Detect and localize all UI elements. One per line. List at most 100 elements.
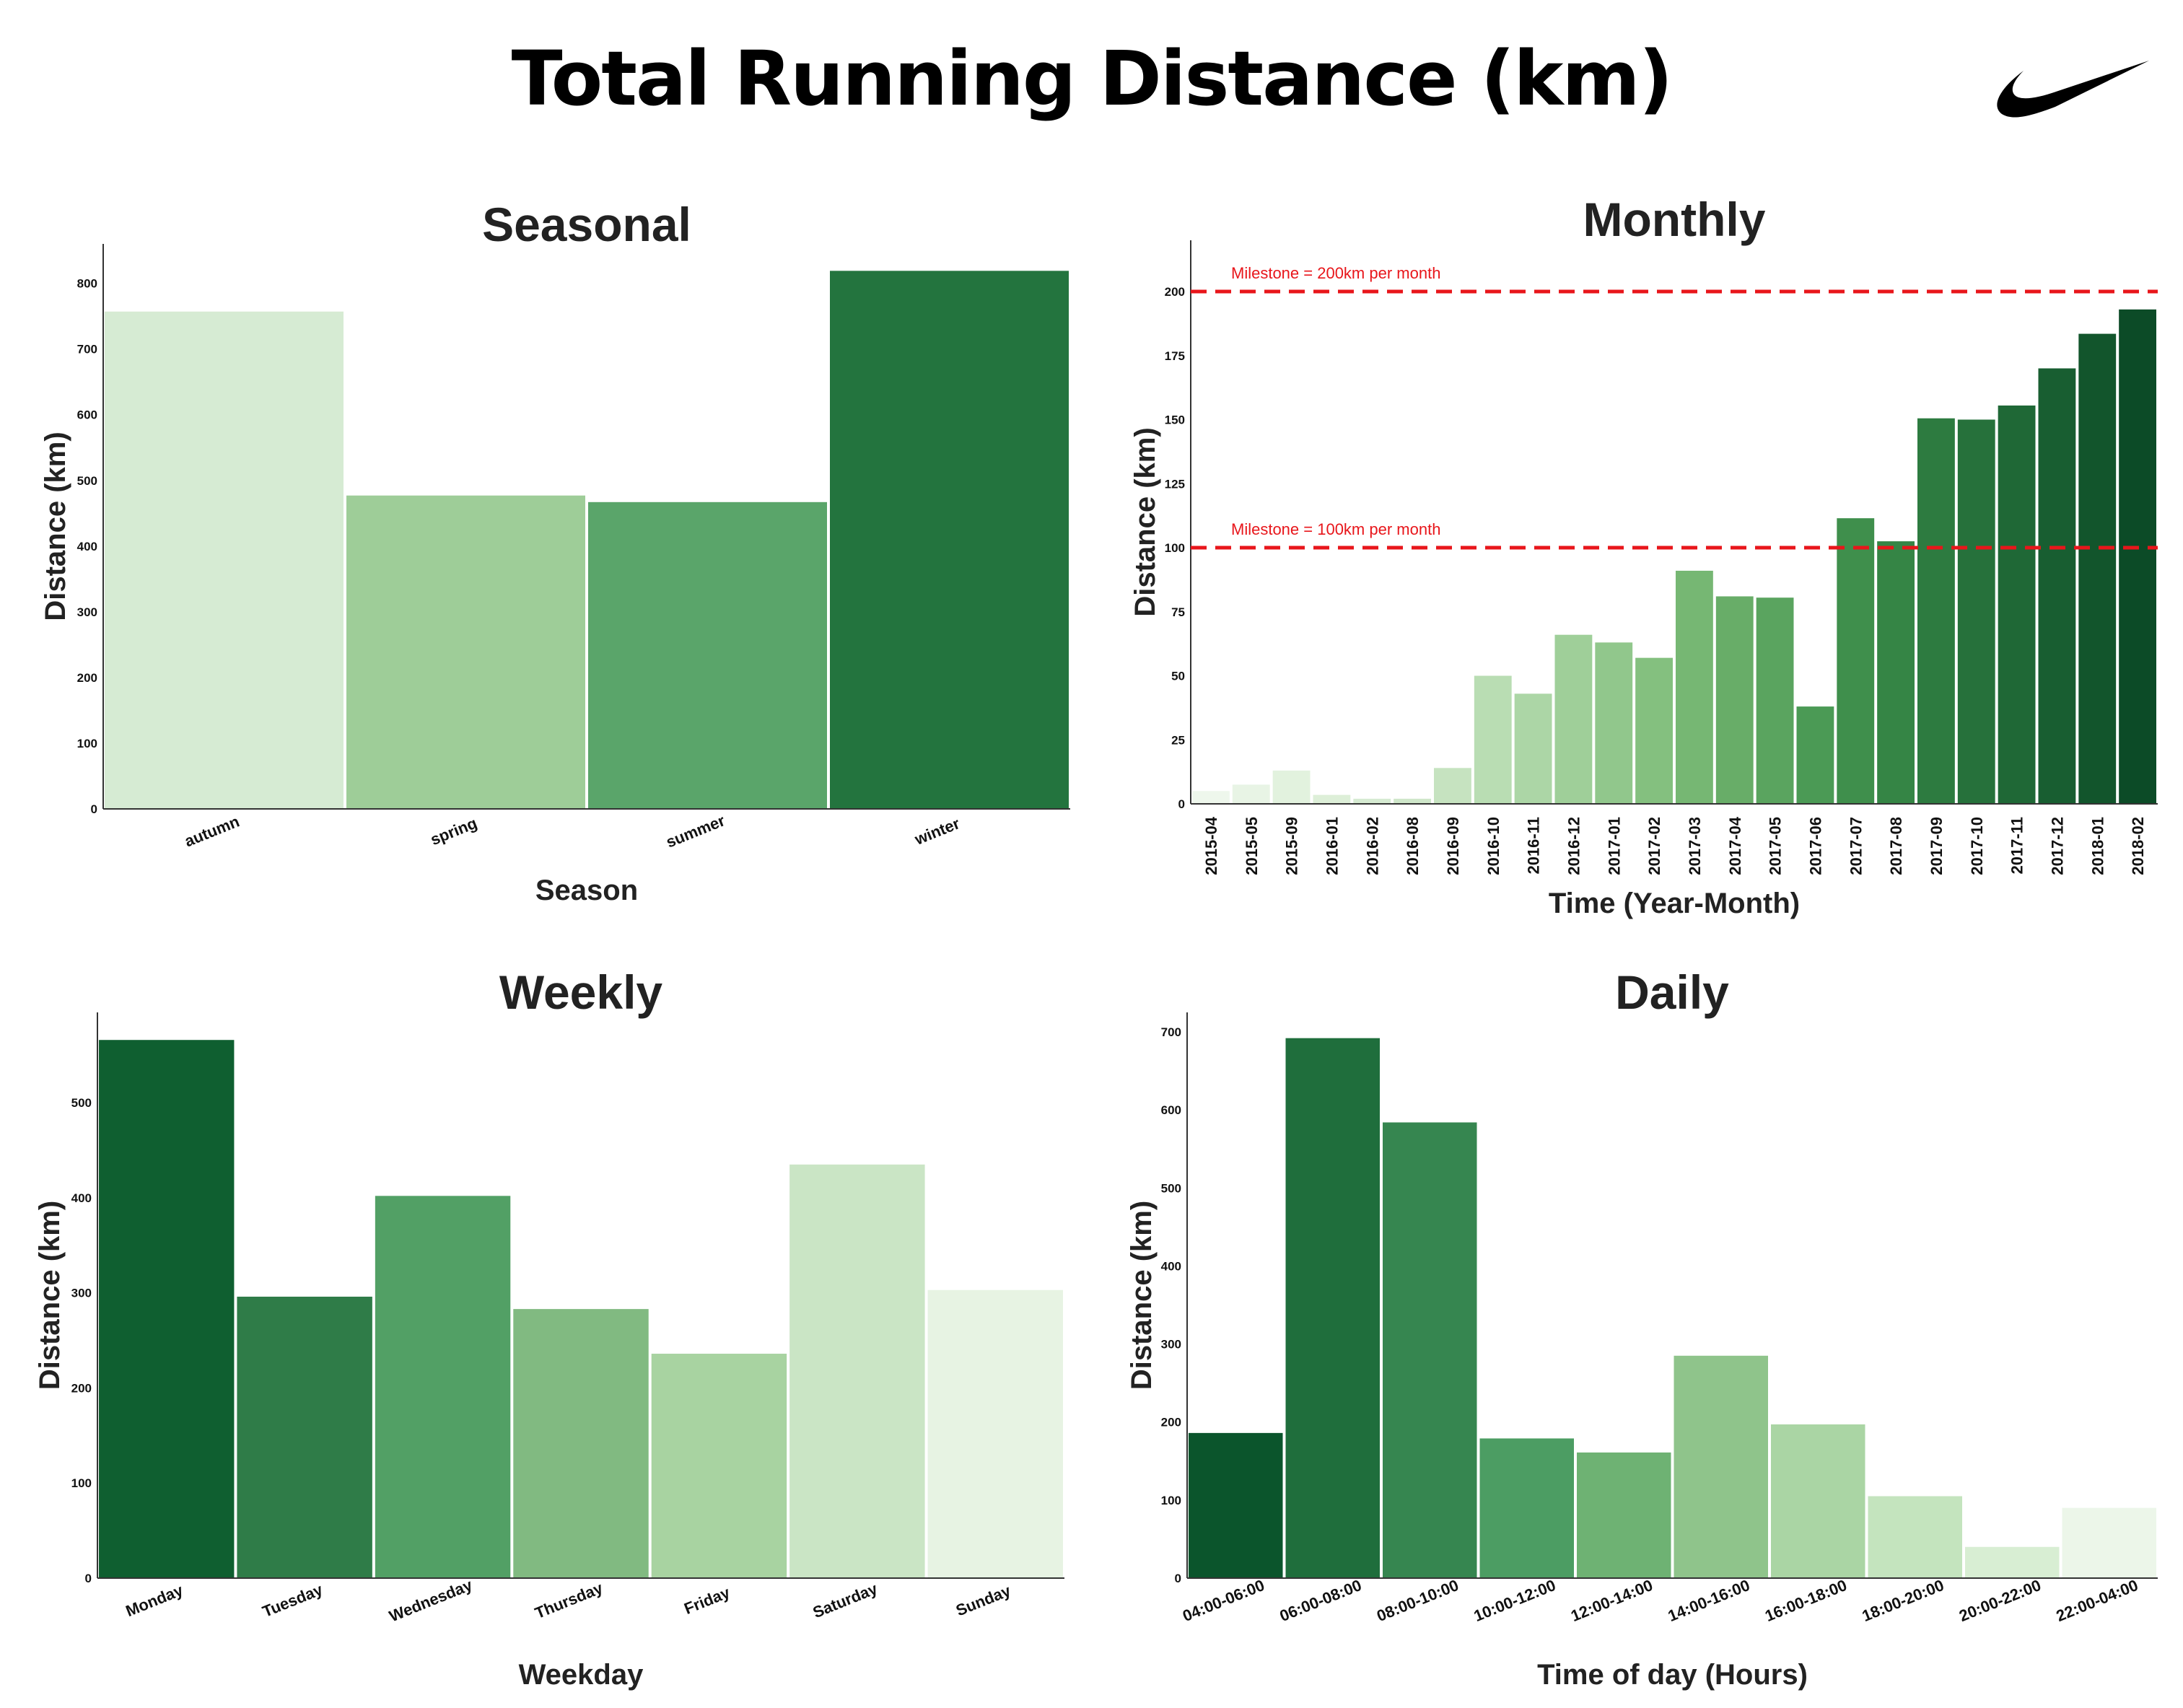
monthly-xtick-label: 2017-02 xyxy=(1645,817,1663,875)
daily-bar-10:00-12:00 xyxy=(1479,1438,1574,1578)
monthly-ytick-label: 25 xyxy=(1171,733,1185,747)
monthly-xtick-label: 2017-11 xyxy=(2008,817,2026,875)
daily-ytick-label: 600 xyxy=(1161,1103,1181,1117)
weekly-xtick-label: Saturday xyxy=(810,1580,880,1622)
weekly-ytick-label: 0 xyxy=(85,1572,92,1585)
weekly-xtick-label: Sunday xyxy=(953,1581,1014,1619)
monthly-bar-2015-09 xyxy=(1272,770,1311,804)
weekly-bar-Friday xyxy=(651,1354,787,1578)
monthly-ytick-label: 50 xyxy=(1171,670,1185,683)
seasonal-ytick-label: 300 xyxy=(77,605,97,619)
seasonal-xtick-label: summer xyxy=(663,811,727,851)
daily-y-axis-label: Distance (km) xyxy=(1126,1201,1158,1390)
weekly-bar-Saturday xyxy=(789,1164,925,1578)
seasonal-ytick-label: 0 xyxy=(91,802,97,816)
monthly-ytick-label: 125 xyxy=(1165,477,1185,491)
monthly-ytick-label: 75 xyxy=(1171,605,1185,619)
daily-xtick-label: 04:00-06:00 xyxy=(1180,1576,1267,1625)
monthly-title: Monthly xyxy=(1583,193,1766,246)
monthly-ytick-label: 100 xyxy=(1165,541,1185,555)
monthly-bar-2017-08 xyxy=(1877,541,1915,804)
monthly-xtick-label: 2017-01 xyxy=(1605,817,1623,875)
monthly-bar-2017-11 xyxy=(1998,405,2036,804)
seasonal-chart: Seasonal 0 100 200 300 400 500 600 700 800 autumn s… xyxy=(40,198,1070,906)
weekly-ytick-label: 300 xyxy=(71,1287,92,1300)
weekly-bar-Monday xyxy=(99,1040,235,1578)
weekly-xtick-label: Thursday xyxy=(533,1579,606,1623)
daily-x-axis-label: Time of day (Hours) xyxy=(1537,1659,1808,1691)
monthly-bar-2016-01 xyxy=(1313,794,1351,804)
monthly-xtick-label: 2016-01 xyxy=(1323,817,1341,875)
seasonal-ytick-label: 200 xyxy=(77,671,97,685)
monthly-bar-2016-10 xyxy=(1474,675,1512,804)
monthly-xtick-label: 2016-11 xyxy=(1525,817,1543,875)
monthly-xtick-label: 2016-02 xyxy=(1363,817,1381,875)
monthly-ytick-label: 200 xyxy=(1165,285,1185,299)
daily-xtick-label: 10:00-12:00 xyxy=(1471,1576,1559,1625)
seasonal-ytick-label: 600 xyxy=(77,408,97,422)
daily-ytick-label: 100 xyxy=(1161,1494,1181,1507)
monthly-xtick-label: 2017-05 xyxy=(1767,817,1785,875)
monthly-xtick-label: 2017-08 xyxy=(1887,817,1905,875)
monthly-bar-2016-09 xyxy=(1434,768,1471,804)
weekly-y-axis-label: Distance (km) xyxy=(34,1201,66,1390)
daily-xtick-label: 12:00-14:00 xyxy=(1568,1576,1655,1625)
seasonal-ytick-label: 100 xyxy=(77,737,97,750)
monthly-xtick-label: 2017-03 xyxy=(1686,817,1704,875)
weekly-xtick-label: Friday xyxy=(681,1583,732,1618)
seasonal-bar-winter xyxy=(830,271,1069,809)
weekly-xtick-label: Tuesday xyxy=(260,1580,325,1621)
monthly-xtick-label: 2015-09 xyxy=(1283,817,1301,875)
seasonal-ytick-label: 400 xyxy=(77,540,97,553)
daily-chart: Daily 0 100 200 300 400 500 600 700 04:00-06:00 06… xyxy=(1126,965,2158,1691)
seasonal-x-axis-label: Season xyxy=(535,875,638,906)
daily-title: Daily xyxy=(1615,965,1729,1019)
monthly-xtick-label: 2016-09 xyxy=(1444,817,1462,875)
weekly-bar-Tuesday xyxy=(237,1296,372,1578)
daily-ytick-label: 500 xyxy=(1161,1181,1181,1195)
monthly-chart: Monthly 0 25 50 75 100 125 150 175 200 2015-04 2015… xyxy=(1129,193,2158,919)
weekly-x-axis-label: Weekday xyxy=(519,1659,644,1691)
monthly-milestone-label: Milestone = 200km per month xyxy=(1231,264,1440,282)
daily-xtick-label: 16:00-18:00 xyxy=(1762,1576,1850,1625)
daily-bar-12:00-14:00 xyxy=(1577,1452,1671,1578)
monthly-bar-2017-02 xyxy=(1635,657,1673,804)
seasonal-bar-autumn xyxy=(105,311,344,809)
monthly-bar-2017-01 xyxy=(1595,642,1633,804)
monthly-xtick-label: 2017-09 xyxy=(1928,817,1946,875)
weekly-ytick-label: 200 xyxy=(71,1381,92,1395)
monthly-bar-2017-07 xyxy=(1837,518,1875,804)
monthly-bar-2018-01 xyxy=(2078,333,2117,804)
seasonal-bar-summer xyxy=(588,502,827,809)
monthly-bar-2017-10 xyxy=(1957,419,1995,804)
seasonal-ytick-label: 700 xyxy=(77,343,97,356)
daily-bar-22:00-04:00 xyxy=(2062,1507,2156,1578)
monthly-y-axis-label: Distance (km) xyxy=(1129,427,1161,616)
monthly-xtick-label: 2016-08 xyxy=(1404,817,1422,875)
monthly-bar-2015-04 xyxy=(1192,791,1230,804)
weekly-ytick-label: 500 xyxy=(71,1096,92,1110)
seasonal-ytick-label: 500 xyxy=(77,474,97,488)
daily-bar-18:00-20:00 xyxy=(1868,1496,1962,1578)
monthly-xtick-label: 2015-04 xyxy=(1202,816,1220,875)
monthly-bar-2018-02 xyxy=(2119,309,2156,805)
daily-xtick-label: 06:00-08:00 xyxy=(1277,1576,1365,1625)
weekly-xtick-label: Monday xyxy=(123,1581,186,1621)
daily-xtick-label: 14:00-16:00 xyxy=(1666,1576,1753,1625)
monthly-x-axis-label: Time (Year-Month) xyxy=(1549,888,1800,919)
weekly-chart: Weekly 0 100 200 300 400 500 Monday Tuesday Wedne… xyxy=(34,965,1064,1691)
monthly-xtick-label: 2016-12 xyxy=(1565,817,1583,875)
weekly-xtick-label: Wednesday xyxy=(387,1575,476,1625)
monthly-ytick-label: 150 xyxy=(1165,413,1185,427)
monthly-xtick-label: 2017-10 xyxy=(1968,817,1986,875)
daily-bar-06:00-08:00 xyxy=(1285,1038,1380,1578)
daily-ytick-label: 400 xyxy=(1161,1259,1181,1273)
daily-ytick-label: 200 xyxy=(1161,1416,1181,1429)
daily-ytick-label: 0 xyxy=(1175,1572,1181,1585)
seasonal-bar-spring xyxy=(346,495,585,809)
monthly-bar-2015-05 xyxy=(1232,784,1270,804)
weekly-title: Weekly xyxy=(499,965,663,1019)
daily-xtick-label: 20:00-22:00 xyxy=(1956,1576,2044,1625)
daily-bar-04:00-06:00 xyxy=(1189,1432,1283,1578)
